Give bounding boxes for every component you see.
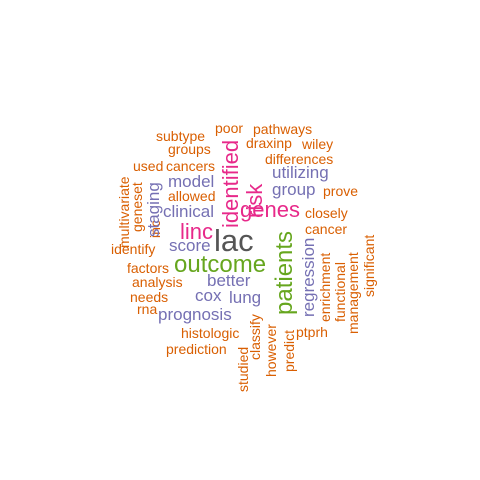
word-used: used (133, 158, 164, 174)
word-patients: patients (271, 230, 298, 315)
word-closely: closely (305, 205, 348, 221)
word-risk: risk (242, 183, 267, 218)
word-lung: lung (229, 288, 262, 307)
word-differences: differences (265, 151, 334, 167)
word-model: model (168, 172, 215, 191)
word-linc: linc (180, 219, 214, 244)
word-wiley: wiley (302, 136, 334, 152)
word-prediction: prediction (166, 341, 227, 357)
word-draxinp: draxinp (246, 135, 292, 151)
word-utilizing: utilizing (272, 163, 329, 182)
word-staging: staging (144, 182, 163, 237)
word-studied: studied (235, 346, 251, 392)
word-groups: groups (168, 141, 211, 157)
word-score: score (169, 236, 211, 255)
word-outcome: outcome (174, 251, 267, 278)
word-predict: predict (281, 329, 297, 372)
word-ptprh: ptprh (296, 324, 328, 340)
word-cancer: cancer (305, 221, 348, 237)
word-significant: significant (361, 234, 377, 297)
word-analysis: analysis (132, 274, 183, 290)
word-lac: lac (214, 223, 254, 258)
word-needs: needs (130, 289, 169, 305)
word-factors: factors (127, 260, 170, 276)
word-pathways: pathways (253, 121, 313, 137)
word-poor: poor (215, 120, 244, 136)
word-allowed: allowed (168, 188, 216, 204)
word-histologic: histologic (181, 325, 240, 341)
word-cox: cox (195, 286, 222, 305)
word-rna: rna (137, 301, 158, 317)
word-management: management (345, 252, 361, 334)
word-prognosis: prognosis (158, 305, 232, 324)
word-cancers: cancers (166, 158, 216, 174)
word-identify: identify (111, 241, 156, 257)
word-subtype: subtype (156, 128, 206, 144)
word-however: however (263, 324, 279, 377)
word-better: better (207, 271, 251, 290)
word-identified: identified (218, 139, 243, 228)
word-clinical: clinical (163, 202, 215, 221)
word-regression: regression (299, 237, 318, 317)
word-prove: prove (323, 183, 359, 199)
word-group: group (272, 180, 316, 199)
word-geneset: geneset (129, 182, 145, 232)
word-enrichment: enrichment (317, 252, 333, 322)
word-genes: genes (240, 197, 300, 222)
